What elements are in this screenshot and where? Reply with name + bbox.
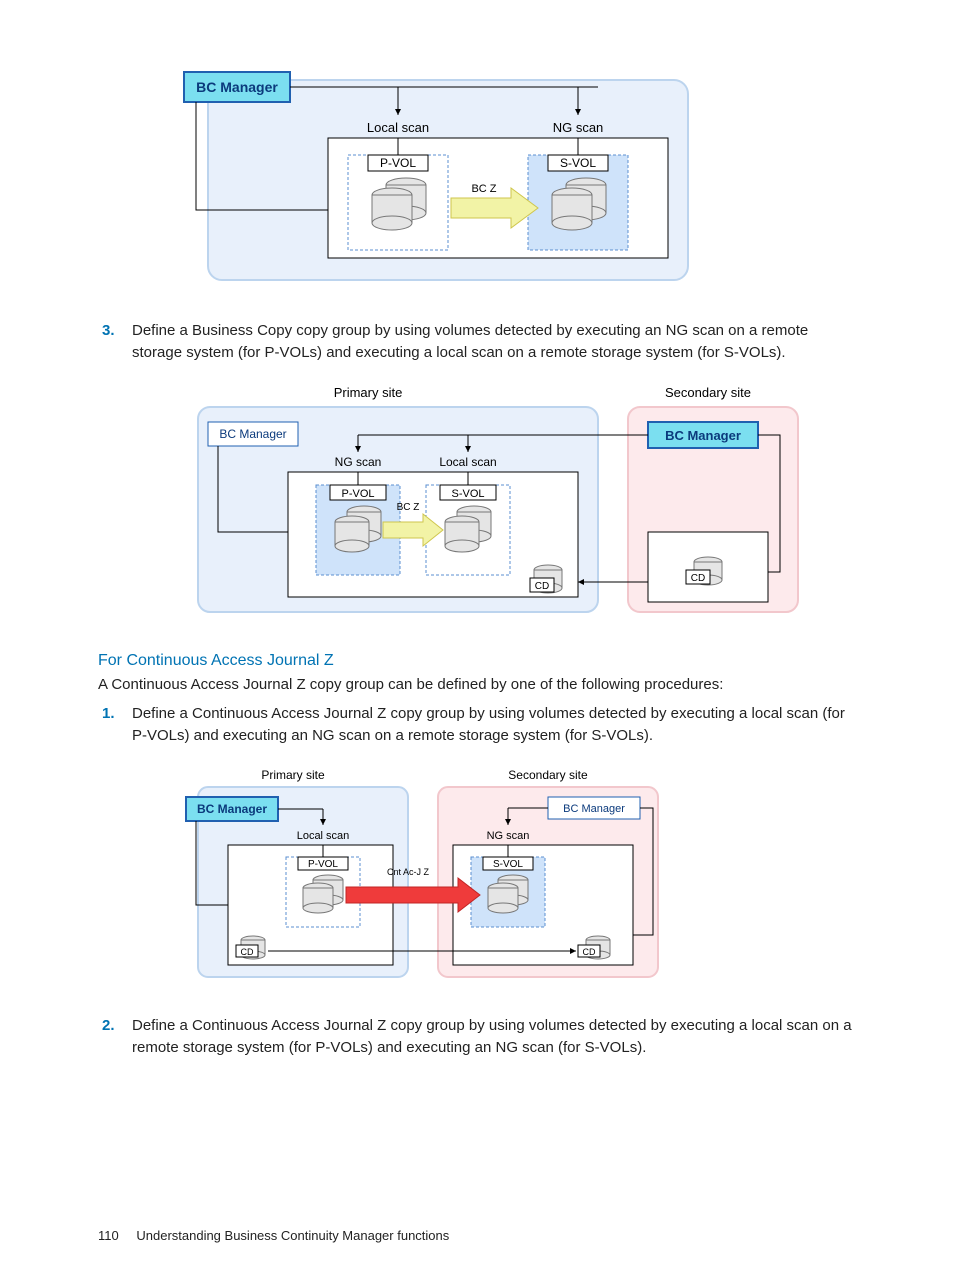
d2-svol: S-VOL: [451, 488, 484, 500]
list-item-3: 3. Define a Business Copy copy group by …: [98, 320, 856, 364]
d2-pvol: P-VOL: [341, 488, 374, 500]
d3-primary-title: Primary site: [261, 768, 325, 782]
page-footer: 110 Understanding Business Continuity Ma…: [98, 1228, 449, 1243]
list-text: Define a Continuous Access Journal Z cop…: [132, 1015, 856, 1059]
d2-secondary-title: Secondary site: [665, 385, 751, 400]
diagram-2: Primary site Secondary site BC Manager B…: [168, 382, 808, 622]
footer-title: Understanding Business Continuity Manage…: [136, 1228, 449, 1243]
d3-secondary-title: Secondary site: [508, 768, 588, 782]
d3-cd-right: CD: [583, 947, 596, 957]
d1-ng-scan: NG scan: [553, 120, 604, 135]
d2-ng-scan: NG scan: [335, 455, 382, 469]
list-number: 1.: [98, 703, 132, 747]
d1-pvol: P-VOL: [380, 156, 416, 170]
d3-ng-scan: NG scan: [487, 830, 530, 842]
d2-local-scan: Local scan: [439, 455, 496, 469]
list-number: 3.: [98, 320, 132, 364]
section-heading: For Continuous Access Journal Z: [98, 652, 856, 670]
d2-bc-left: BC Manager: [219, 427, 286, 441]
page: BC Manager Local scan NG scan P-VOL S-VO…: [0, 0, 954, 1271]
page-number: 110: [98, 1228, 119, 1243]
d3-bc-right: BC Manager: [563, 803, 625, 815]
list-text: Define a Business Copy copy group by usi…: [132, 320, 856, 364]
d3-local-scan: Local scan: [297, 830, 350, 842]
d1-arrow-label: BC Z: [471, 183, 496, 195]
section-paragraph: A Continuous Access Journal Z copy group…: [98, 674, 856, 696]
d3-cd-left: CD: [241, 947, 254, 957]
d2-cd-left: CD: [535, 581, 549, 592]
d2-cd-right: CD: [691, 573, 705, 584]
list-item-2: 2. Define a Continuous Access Journal Z …: [98, 1015, 856, 1059]
d3-arrow-label: Cnt Ac-J Z: [387, 867, 430, 877]
list-item-1: 1. Define a Continuous Access Journal Z …: [98, 703, 856, 747]
list-number: 2.: [98, 1015, 132, 1059]
d3-bc-left: BC Manager: [197, 802, 267, 816]
diagram-3: Primary site Secondary site BC Manager B…: [178, 765, 678, 985]
diagram-1: BC Manager Local scan NG scan P-VOL S-VO…: [178, 60, 698, 290]
d3-svol: S-VOL: [493, 859, 523, 870]
d2-arrow-label: BC Z: [397, 502, 420, 513]
d1-bc-label: BC Manager: [196, 79, 278, 95]
d2-bc-right: BC Manager: [665, 428, 741, 443]
d1-svol: S-VOL: [560, 156, 596, 170]
d3-pvol: P-VOL: [308, 859, 338, 870]
list-text: Define a Continuous Access Journal Z cop…: [132, 703, 856, 747]
d2-primary-title: Primary site: [334, 385, 403, 400]
d1-local-scan: Local scan: [367, 120, 429, 135]
